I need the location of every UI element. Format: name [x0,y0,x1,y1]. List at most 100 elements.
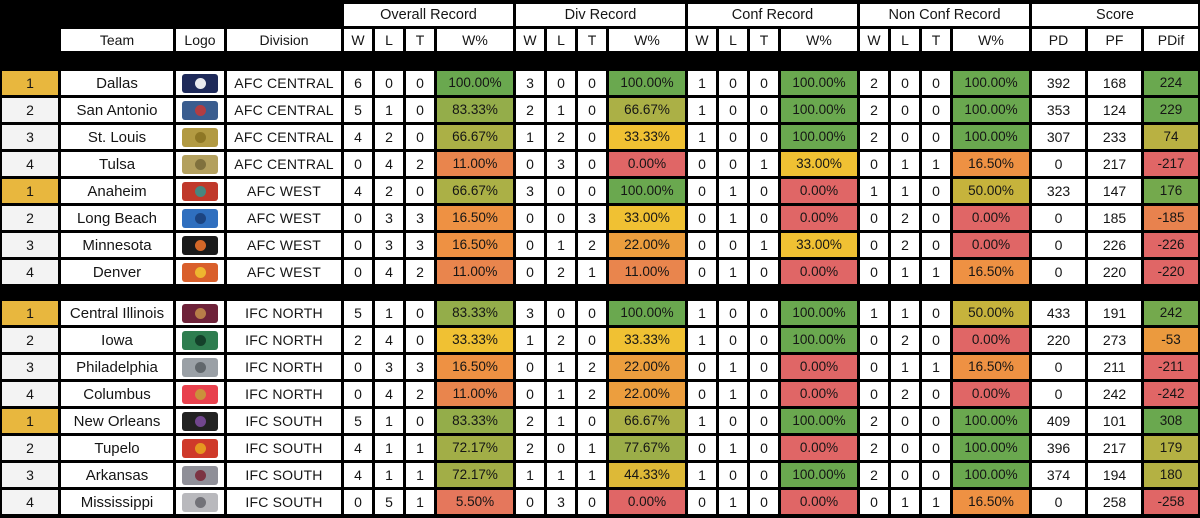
nonconf-winpct-cell: 100.00% [953,463,1029,487]
pf-cell: 217 [1088,436,1141,460]
group-header-spacer [2,4,341,26]
div-losses-cell: 1 [547,233,575,257]
conf-winpct-cell: 0.00% [781,179,857,203]
nonconf-wins-cell: 2 [860,98,888,122]
div-losses-cell: 1 [547,355,575,379]
conf-losses-cell: 0 [719,328,747,352]
overall-ties-cell: 0 [406,409,434,433]
team-logo-accent [195,239,206,251]
table-row: 1 Central Illinois IFC NORTH 5 1 0 83.33… [2,301,1198,325]
team-logo-icon [182,465,218,485]
pd-cell: 392 [1032,71,1085,95]
div-losses-cell: 2 [547,328,575,352]
team-logo-accent [195,307,206,319]
nonconf-wins-cell: 0 [860,233,888,257]
nonconf-wins-cell: 0 [860,490,888,514]
conf-wins-cell: 1 [688,125,716,149]
team-logo-accent [195,77,206,89]
team-logo-icon [182,492,218,512]
nonconf-wins-cell: 0 [860,328,888,352]
division-cell: AFC CENTRAL [227,71,341,95]
div-ties-cell: 1 [578,463,606,487]
team-name-cell: St. Louis [61,125,173,149]
division-cell: IFC SOUTH [227,463,341,487]
conf-losses-cell: 1 [719,436,747,460]
team-logo-accent [195,442,206,454]
conf-wins-cell: 0 [688,206,716,230]
pdif-cell: -53 [1144,328,1198,352]
team-name-cell: Long Beach [61,206,173,230]
nonconf-winpct-cell: 16.50% [953,152,1029,176]
nonconf-winpct-cell: 50.00% [953,301,1029,325]
group-header-nonconf-record: Non Conf Record [860,4,1029,26]
div-winpct-cell: 33.00% [609,206,685,230]
pf-cell: 124 [1088,98,1141,122]
table-row: 4 Denver AFC WEST 0 4 2 11.00% 0 2 1 11.… [2,260,1198,284]
section-afc: 1 Dallas AFC CENTRAL 6 0 0 100.00% 3 0 0… [2,71,1198,284]
overall-winpct-cell: 66.67% [437,179,513,203]
overall-ties-cell: 0 [406,179,434,203]
conf-winpct-cell: 0.00% [781,436,857,460]
nonconf-ties-cell: 0 [922,301,950,325]
team-logo-accent [195,469,206,481]
div-winpct-cell: 100.00% [609,71,685,95]
overall-ties-cell: 0 [406,301,434,325]
div-winpct-cell: 22.00% [609,355,685,379]
conf-winpct-cell: 100.00% [781,328,857,352]
division-cell: IFC NORTH [227,382,341,406]
nonconf-ties-cell: 1 [922,260,950,284]
div-winpct-cell: 0.00% [609,152,685,176]
conf-ties-cell: 0 [750,125,778,149]
pdif-cell: 176 [1144,179,1198,203]
pf-cell: 226 [1088,233,1141,257]
rank-cell: 4 [2,490,58,514]
div-losses-cell: 3 [547,490,575,514]
col-header-pdif: PDif [1144,29,1198,51]
team-logo-cell [176,125,224,149]
overall-losses-cell: 4 [375,260,403,284]
nonconf-wins-cell: 0 [860,382,888,406]
overall-ties-cell: 3 [406,233,434,257]
conf-losses-cell: 0 [719,71,747,95]
team-logo-icon [182,127,218,147]
team-logo-icon [182,262,218,282]
team-logo-icon [182,384,218,404]
div-wins-cell: 0 [516,206,544,230]
conf-ties-cell: 1 [750,233,778,257]
team-name-cell: Arkansas [61,463,173,487]
nonconf-ties-cell: 0 [922,71,950,95]
team-logo-icon [182,438,218,458]
pd-cell: 0 [1032,206,1085,230]
team-logo-accent [195,415,206,427]
overall-winpct-cell: 16.50% [437,206,513,230]
nonconf-wins-cell: 0 [860,260,888,284]
conf-winpct-cell: 33.00% [781,152,857,176]
team-logo-accent [195,212,206,224]
column-header-row: Team Logo Division W L T W% W L T W% W L… [2,29,1198,51]
conf-losses-cell: 0 [719,125,747,149]
overall-losses-cell: 2 [375,125,403,149]
team-name-cell: Dallas [61,71,173,95]
conf-winpct-cell: 100.00% [781,463,857,487]
team-logo-accent [195,185,206,197]
conf-winpct-cell: 0.00% [781,490,857,514]
overall-wins-cell: 6 [344,71,372,95]
nonconf-winpct-cell: 50.00% [953,179,1029,203]
pd-cell: 433 [1032,301,1085,325]
overall-winpct-cell: 83.33% [437,409,513,433]
nonconf-wins-cell: 2 [860,409,888,433]
overall-ties-cell: 3 [406,206,434,230]
pd-cell: 374 [1032,463,1085,487]
div-losses-cell: 0 [547,71,575,95]
pf-cell: 168 [1088,71,1141,95]
pf-cell: 147 [1088,179,1141,203]
nonconf-winpct-cell: 100.00% [953,409,1029,433]
pf-cell: 233 [1088,125,1141,149]
conf-winpct-cell: 100.00% [781,98,857,122]
col-header-conf-t: T [750,29,778,51]
conf-winpct-cell: 100.00% [781,71,857,95]
team-logo-cell [176,98,224,122]
team-logo-cell [176,260,224,284]
nonconf-wins-cell: 1 [860,301,888,325]
